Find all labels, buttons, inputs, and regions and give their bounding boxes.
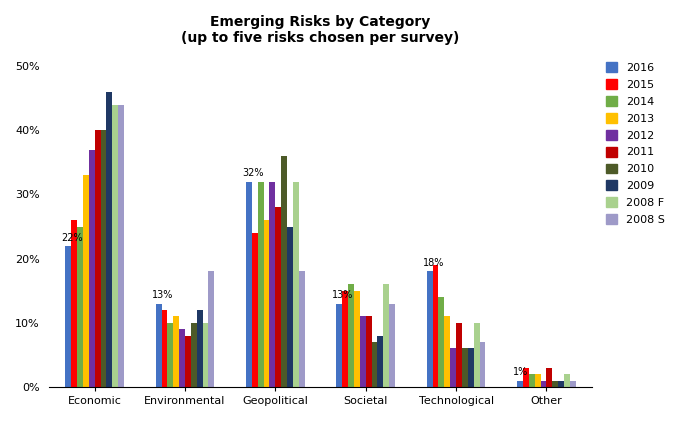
Title: Emerging Risks by Category
(up to five risks chosen per survey): Emerging Risks by Category (up to five r… bbox=[182, 15, 460, 45]
Bar bbox=[427, 272, 432, 387]
Bar bbox=[118, 105, 124, 387]
Bar bbox=[275, 207, 281, 387]
Bar bbox=[112, 105, 118, 387]
Bar bbox=[77, 226, 83, 387]
Bar bbox=[66, 246, 71, 387]
Bar bbox=[372, 342, 378, 387]
Bar bbox=[185, 336, 191, 387]
Text: 18%: 18% bbox=[423, 258, 444, 268]
Bar bbox=[378, 336, 383, 387]
Text: 1%: 1% bbox=[513, 368, 528, 377]
Bar bbox=[100, 131, 107, 387]
Bar bbox=[342, 291, 348, 387]
Bar bbox=[383, 284, 389, 387]
Bar bbox=[208, 272, 214, 387]
Bar bbox=[336, 304, 342, 387]
Text: 13%: 13% bbox=[332, 290, 354, 300]
Bar bbox=[107, 92, 112, 387]
Bar bbox=[432, 265, 438, 387]
Bar bbox=[564, 374, 570, 387]
Text: 22%: 22% bbox=[61, 232, 83, 242]
Bar bbox=[264, 220, 270, 387]
Bar bbox=[529, 374, 535, 387]
Bar bbox=[535, 374, 540, 387]
Bar bbox=[523, 368, 529, 387]
Bar bbox=[191, 323, 197, 387]
Bar bbox=[450, 349, 456, 387]
Bar bbox=[252, 233, 257, 387]
Bar bbox=[540, 381, 546, 387]
Bar bbox=[89, 149, 95, 387]
Bar bbox=[360, 317, 365, 387]
Bar bbox=[445, 317, 450, 387]
Bar bbox=[348, 284, 354, 387]
Bar bbox=[95, 131, 100, 387]
Bar bbox=[173, 317, 179, 387]
Bar bbox=[161, 310, 167, 387]
Bar bbox=[479, 342, 486, 387]
Bar bbox=[389, 304, 395, 387]
Bar bbox=[365, 317, 372, 387]
Bar bbox=[558, 381, 564, 387]
Bar bbox=[71, 220, 77, 387]
Text: 32%: 32% bbox=[242, 168, 264, 179]
Bar bbox=[257, 181, 264, 387]
Bar bbox=[281, 156, 287, 387]
Bar bbox=[197, 310, 203, 387]
Bar bbox=[462, 349, 468, 387]
Bar bbox=[270, 181, 275, 387]
Bar bbox=[299, 272, 305, 387]
Bar bbox=[546, 368, 553, 387]
Bar bbox=[517, 381, 523, 387]
Bar bbox=[456, 323, 462, 387]
Bar bbox=[570, 381, 576, 387]
Bar bbox=[354, 291, 360, 387]
Bar bbox=[293, 181, 299, 387]
Bar bbox=[246, 181, 252, 387]
Bar bbox=[83, 175, 89, 387]
Bar bbox=[156, 304, 161, 387]
Bar bbox=[287, 226, 293, 387]
Bar bbox=[203, 323, 208, 387]
Legend: 2016, 2015, 2014, 2013, 2012, 2011, 2010, 2009, 2008 F, 2008 S: 2016, 2015, 2014, 2013, 2012, 2011, 2010… bbox=[602, 59, 668, 228]
Bar bbox=[438, 297, 445, 387]
Bar bbox=[474, 323, 479, 387]
Bar bbox=[553, 381, 558, 387]
Text: 13%: 13% bbox=[152, 290, 173, 300]
Bar bbox=[167, 323, 173, 387]
Bar bbox=[179, 329, 185, 387]
Bar bbox=[468, 349, 474, 387]
